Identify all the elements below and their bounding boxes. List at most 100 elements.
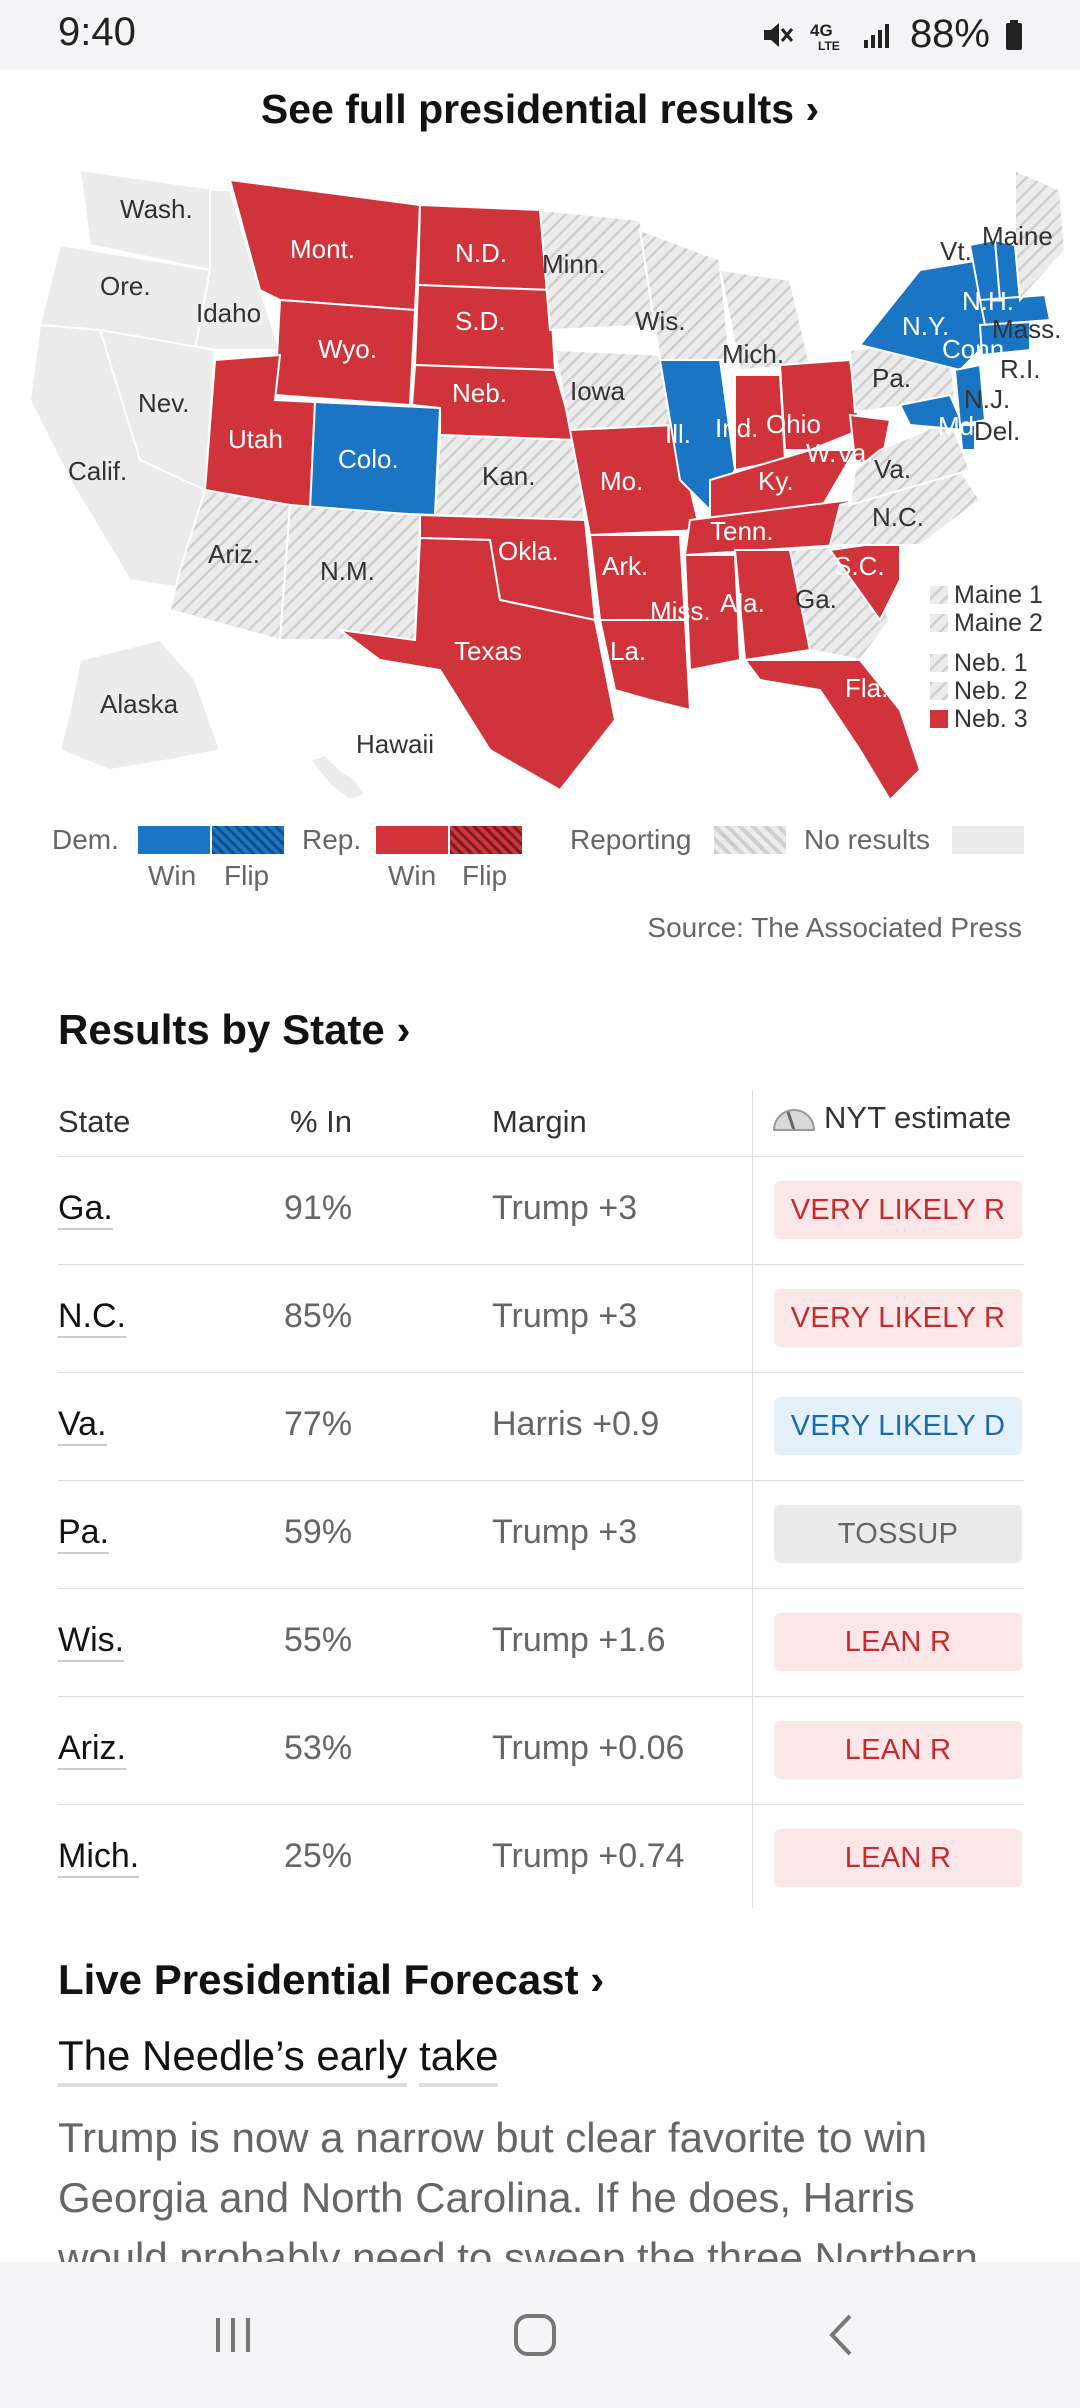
- table-row[interactable]: Mich. 25% Trump +0.74 LEAN R: [58, 1805, 1024, 1912]
- status-icons: 4G LTE 88%: [760, 12, 1024, 57]
- live-forecast-link[interactable]: Live Presidential Forecast ›: [58, 1956, 605, 2003]
- state-ky[interactable]: [709, 449, 857, 522]
- label-nm: N.M.: [320, 556, 375, 586]
- label-ny: N.Y.: [902, 311, 949, 341]
- row-pct-in: 77%: [284, 1405, 353, 1443]
- estimate-badge: LEAN R: [774, 1613, 1022, 1671]
- label-hawaii: Hawaii: [356, 729, 434, 759]
- row-state[interactable]: Mich.: [58, 1837, 140, 1878]
- header-nyt-estimate: NYT estimate: [770, 1100, 1011, 1136]
- status-time: 9:40: [58, 10, 136, 54]
- source-credit: Source: The Associated Press: [647, 912, 1022, 943]
- row-state[interactable]: Ga.: [58, 1189, 113, 1230]
- estimate-badge: VERY LIKELY R: [774, 1289, 1022, 1347]
- estimate-badge: VERY LIKELY R: [774, 1181, 1022, 1239]
- state-ariz[interactable]: [168, 488, 292, 642]
- state-la[interactable]: [598, 619, 692, 712]
- row-state[interactable]: Pa.: [58, 1513, 110, 1554]
- district-neb-2: Neb. 2: [954, 677, 1028, 705]
- label-pa: Pa.: [872, 363, 911, 393]
- legend-rep-win: Win: [388, 860, 437, 891]
- state-hawaii[interactable]: [308, 753, 367, 802]
- label-ind: Ind.: [715, 413, 758, 443]
- table-divider: [752, 1090, 753, 1908]
- state-maine[interactable]: [1014, 168, 1067, 303]
- row-state[interactable]: Va.: [58, 1405, 107, 1446]
- row-margin: Harris +0.9: [492, 1405, 660, 1443]
- estimate-badge: VERY LIKELY D: [774, 1397, 1022, 1455]
- signal-icon: [863, 23, 889, 48]
- district-neb-1: Neb. 1: [954, 649, 1028, 677]
- label-la: La.: [610, 636, 646, 666]
- label-alaska: Alaska: [100, 689, 179, 719]
- label-tenn: Tenn.: [710, 516, 774, 546]
- state-fla[interactable]: [743, 659, 922, 802]
- table-row[interactable]: Va. 77% Harris +0.9 VERY LIKELY D: [58, 1373, 1024, 1481]
- state-conn[interactable]: [978, 320, 1031, 357]
- legend-rep-win-swatch: [376, 826, 448, 854]
- needle-headline-part-2: take: [419, 2032, 499, 2087]
- state-wis[interactable]: [638, 228, 732, 361]
- needle-headline[interactable]: The Needle’s early take: [58, 2032, 499, 2087]
- legend-rep: Rep.: [302, 824, 362, 855]
- row-state[interactable]: Wis.: [58, 1621, 125, 1662]
- us-results-map[interactable]: Wash. Ore. Idaho Nev. Calif. Mont. Wyo. …: [20, 150, 1070, 810]
- district-legend: Maine 1 Maine 2 Neb. 1 Neb. 2 Neb. 3: [930, 581, 1043, 733]
- row-margin: Trump +1.6: [492, 1621, 666, 1659]
- legend-reporting-swatch: [714, 826, 786, 854]
- label-texas: Texas: [454, 636, 522, 666]
- row-margin: Trump +0.06: [492, 1729, 685, 1767]
- label-nd: N.D.: [455, 238, 507, 268]
- table-row[interactable]: Ga. 91% Trump +3 VERY LIKELY R: [58, 1157, 1024, 1265]
- label-md: Md.: [938, 411, 981, 441]
- estimate-badge: TOSSUP: [774, 1505, 1022, 1563]
- table-row[interactable]: Pa. 59% Trump +3 TOSSUP: [58, 1481, 1024, 1589]
- row-margin: Trump +3: [492, 1513, 638, 1551]
- row-pct-in: 55%: [284, 1621, 353, 1659]
- legend-dem-flip-swatch: [212, 826, 284, 854]
- row-pct-in: 25%: [284, 1837, 353, 1875]
- state-texas[interactable]: [336, 536, 617, 792]
- label-colo: Colo.: [338, 444, 399, 474]
- state-nj[interactable]: [953, 363, 987, 427]
- row-margin: Trump +0.74: [492, 1837, 685, 1875]
- state-alaska[interactable]: [58, 638, 222, 772]
- results-by-state-link[interactable]: Results by State ›: [58, 1006, 411, 1053]
- row-pct-in: 59%: [284, 1513, 353, 1551]
- home-icon[interactable]: [510, 2310, 560, 2360]
- legend-dem-flip: Flip: [224, 860, 270, 891]
- legend-dem-win-swatch: [138, 826, 210, 854]
- row-state[interactable]: N.C.: [58, 1297, 126, 1338]
- us-map-svg: Wash. Ore. Idaho Nev. Calif. Mont. Wyo. …: [28, 168, 1067, 802]
- legend-rep-flip: Flip: [462, 860, 508, 891]
- map-legend: Dem. Win Flip Rep. Win Flip Reporting No…: [0, 822, 1080, 902]
- label-minn: Minn.: [542, 249, 606, 279]
- needle-gauge-icon: [772, 1109, 816, 1131]
- battery-percent: 88%: [909, 12, 990, 56]
- state-labels: Wash. Ore. Idaho Nev. Calif. Mont. Wyo. …: [68, 194, 1061, 759]
- state-del[interactable]: [958, 424, 976, 451]
- label-mont: Mont.: [290, 234, 355, 264]
- back-icon[interactable]: [816, 2310, 866, 2360]
- needle-summary: Trump is now a narrow but clear favorite…: [58, 2114, 978, 2270]
- state-miss[interactable]: [683, 554, 742, 672]
- label-calif: Calif.: [68, 456, 127, 486]
- svg-text:LTE: LTE: [818, 39, 840, 52]
- label-maine: Maine: [982, 221, 1053, 251]
- table-row[interactable]: Wis. 55% Trump +1.6 LEAN R: [58, 1589, 1024, 1697]
- table-row[interactable]: Ariz. 53% Trump +0.06 LEAN R: [58, 1697, 1024, 1805]
- row-state[interactable]: Ariz.: [58, 1729, 126, 1770]
- legend-no-results: No results: [804, 824, 931, 855]
- label-nc: N.C.: [872, 502, 924, 532]
- label-wyo: Wyo.: [318, 334, 377, 364]
- full-results-link[interactable]: See full presidential results ›: [260, 86, 820, 132]
- table-row[interactable]: N.C. 85% Trump +3 VERY LIKELY R: [58, 1265, 1024, 1373]
- label-idaho: Idaho: [196, 298, 261, 328]
- recent-apps-icon[interactable]: [208, 2310, 258, 2360]
- row-pct-in: 85%: [284, 1297, 353, 1335]
- district-maine-2: Maine 2: [954, 609, 1043, 637]
- label-ala: Ala.: [720, 588, 765, 618]
- label-ohio: Ohio: [766, 409, 821, 439]
- battery-icon: [1006, 19, 1022, 50]
- state-ohio[interactable]: [778, 358, 862, 451]
